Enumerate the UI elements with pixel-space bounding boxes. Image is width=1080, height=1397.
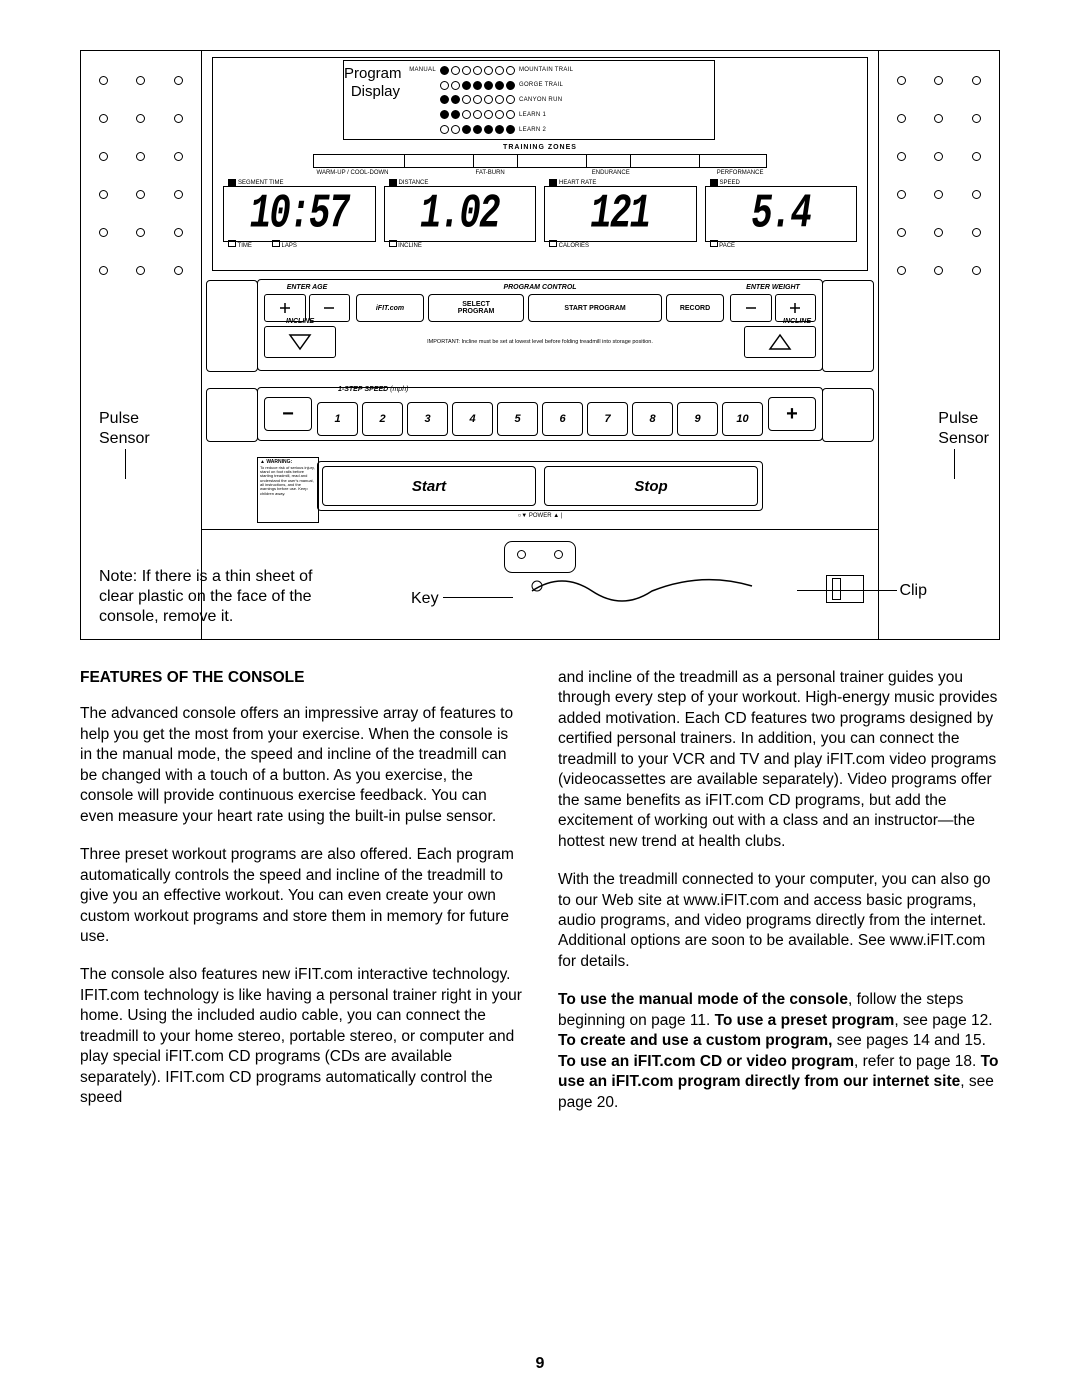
incline-up-button[interactable]: INCLINE xyxy=(744,326,816,358)
section-heading: FEATURES OF THE CONSOLE xyxy=(80,668,522,688)
paragraph: The console also features new iFIT.com i… xyxy=(80,965,522,1108)
start-program-button[interactable]: START PROGRAM xyxy=(528,294,662,322)
start-button[interactable]: Start xyxy=(322,466,536,506)
speed-2-button[interactable]: 2 xyxy=(362,402,403,436)
pulse-sensor-label-left: PulseSensor xyxy=(99,409,150,449)
speed-3-button[interactable]: 3 xyxy=(407,402,448,436)
speed-5-button[interactable]: 5 xyxy=(497,402,538,436)
display-panel: ProgramDisplay MANUALMOUNTAIN TRAILGORGE… xyxy=(212,57,868,271)
incline-down-button[interactable]: INCLINE xyxy=(264,326,336,358)
digit-box: SEGMENT TIME10:57 TIME LAPS xyxy=(223,186,376,242)
console-body: ProgramDisplay MANUALMOUNTAIN TRAILGORGE… xyxy=(201,51,879,639)
program-display-grid: MANUALMOUNTAIN TRAILGORGE TRAILCANYON RU… xyxy=(402,61,714,139)
training-zones-labels: WARM-UP / COOL-DOWNFAT-BURNENDURANCEPERF… xyxy=(273,170,807,176)
training-zones-label: TRAINING ZONES xyxy=(503,144,577,151)
digit-box: HEART RATE121 CALORIES xyxy=(544,186,697,242)
page-number: 9 xyxy=(536,1355,545,1373)
enter-weight-group: ENTER WEIGHT xyxy=(730,284,816,322)
start-stop-panel: Start Stop xyxy=(317,461,763,511)
note-text: Note: If there is a thin sheet of clear … xyxy=(99,567,319,627)
speed-6-button[interactable]: 6 xyxy=(542,402,583,436)
program-display: ProgramDisplay MANUALMOUNTAIN TRAILGORGE… xyxy=(343,60,715,140)
body-text: FEATURES OF THE CONSOLE The advanced con… xyxy=(80,668,1000,1131)
key-cord xyxy=(502,561,762,621)
speed-9-button[interactable]: 9 xyxy=(677,402,718,436)
speed-handle-left xyxy=(206,388,258,442)
age-minus-button[interactable] xyxy=(309,294,351,322)
speed-7-button[interactable]: 7 xyxy=(587,402,628,436)
select-program-button[interactable]: SELECT PROGRAM xyxy=(428,294,524,322)
console-diagram: ProgramDisplay MANUALMOUNTAIN TRAILGORGE… xyxy=(80,50,1000,640)
paragraph: To use the manual mode of the console, f… xyxy=(558,990,1000,1113)
speed-label: 1-STEP SPEED (mph) xyxy=(338,386,408,393)
weight-minus-button[interactable] xyxy=(730,294,772,322)
enter-age-group: ENTER AGE xyxy=(264,284,350,322)
ifit-button[interactable]: iFIT.com xyxy=(356,294,424,322)
speed-minus-button[interactable]: − xyxy=(264,397,312,431)
column-left: FEATURES OF THE CONSOLE The advanced con… xyxy=(80,668,522,1131)
speed-panel: 1-STEP SPEED (mph) − 12345678910 + xyxy=(257,387,823,441)
incline-note: IMPORTANT: Incline must be set at lowest… xyxy=(342,326,738,358)
program-display-label: ProgramDisplay xyxy=(344,61,402,139)
pulse-sensor-label-right: PulseSensor xyxy=(938,409,989,449)
paragraph: and incline of the treadmill as a person… xyxy=(558,668,1000,852)
screw-grid-right xyxy=(883,61,995,289)
key-label: Key xyxy=(411,589,439,609)
speed-handle-right xyxy=(822,388,874,442)
speed-4-button[interactable]: 4 xyxy=(452,402,493,436)
screw-grid-left xyxy=(85,61,197,289)
control-panel: ENTER AGE PROGRAM CONTROL iFIT.com SELEC… xyxy=(257,279,823,371)
power-label: ○▼ POWER ▲ | xyxy=(518,513,563,519)
clip xyxy=(826,575,864,603)
speed-plus-button[interactable]: + xyxy=(768,397,816,431)
manual-page: ProgramDisplay MANUALMOUNTAIN TRAILGORGE… xyxy=(0,0,1080,1397)
console-bottom-edge xyxy=(202,529,878,530)
digit-row: SEGMENT TIME10:57 TIME LAPS DISTANCE1.02… xyxy=(223,186,857,242)
speed-1-button[interactable]: 1 xyxy=(317,402,358,436)
digit-box: DISTANCE1.02 INCLINE xyxy=(384,186,537,242)
warning-box: ▲ WARNING:To reduce risk of serious inju… xyxy=(257,457,319,523)
column-right: and incline of the treadmill as a person… xyxy=(558,668,1000,1131)
handle-right xyxy=(822,280,874,372)
training-zones-bar xyxy=(313,154,767,168)
stop-button[interactable]: Stop xyxy=(544,466,758,506)
clip-label: Clip xyxy=(899,581,927,601)
paragraph: Three preset workout programs are also o… xyxy=(80,845,522,947)
paragraph: The advanced console offers an impressiv… xyxy=(80,704,522,827)
speed-10-button[interactable]: 10 xyxy=(722,402,763,436)
paragraph: With the treadmill connected to your com… xyxy=(558,870,1000,972)
speed-8-button[interactable]: 8 xyxy=(632,402,673,436)
record-button[interactable]: RECORD xyxy=(666,294,724,322)
program-control-group: PROGRAM CONTROL iFIT.com SELECT PROGRAM … xyxy=(356,284,724,322)
handle-left xyxy=(206,280,258,372)
digit-box: SPEED5.4 PACE xyxy=(705,186,858,242)
